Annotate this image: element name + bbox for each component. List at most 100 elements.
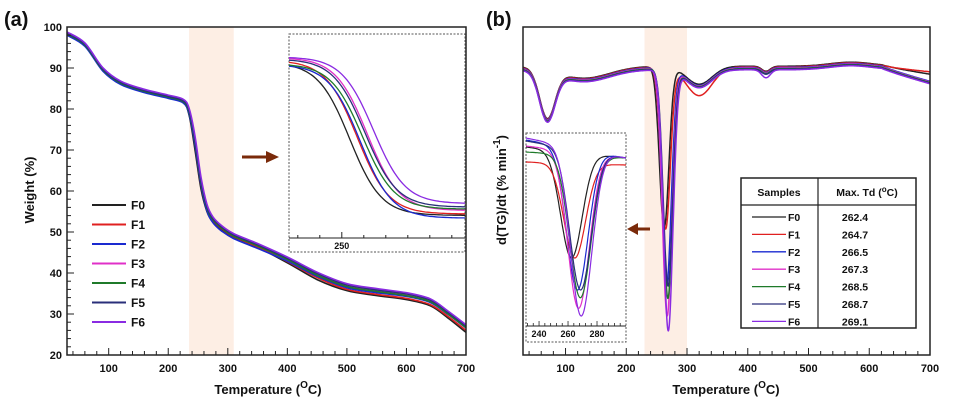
- inset-line-f5: [288, 59, 466, 208]
- legend-item-f1: F1: [92, 218, 145, 232]
- inset-line-f2: [288, 65, 465, 219]
- dtg-line-f6: [522, 65, 931, 332]
- legend-item-f3: F3: [92, 257, 145, 271]
- inset-line-f0: [288, 64, 466, 216]
- inset-lines-b: [525, 137, 627, 317]
- inset-dtg-line-f1: [526, 161, 626, 259]
- inset-frame-b: [525, 132, 627, 343]
- y-tick-label: 70: [50, 145, 62, 157]
- axis-ticks-b: 100 200 300 400 500 600 700: [528, 348, 939, 375]
- x-axis-title-b: Temperature (OC): [672, 380, 779, 397]
- plot-frame-a: [66, 26, 467, 356]
- inset-dtg-line-f6: [525, 137, 627, 317]
- table-rows: F0 262.4 F1 264.7 F2 266.5 F3 267.3 F4 268.5 F5 268…: [752, 212, 868, 328]
- inset-line-f4: [288, 64, 465, 210]
- series-lines-b: [522, 61, 931, 332]
- legend-label: F3: [131, 257, 145, 271]
- table-cell-sample: F5: [788, 299, 800, 311]
- legend-item-f5: F5: [92, 296, 145, 310]
- series-line-f6: [66, 31, 467, 326]
- table-cell-sample: F2: [788, 247, 800, 259]
- inset-frame-a: [288, 33, 466, 253]
- inset-x-tick-label: 240: [532, 329, 547, 339]
- table-header-samples: Samples: [757, 187, 800, 199]
- x-axis-title-a: Temperature (OC): [214, 380, 321, 397]
- y-tick-label: 30: [50, 309, 62, 321]
- table-cell-max-td: 262.4: [842, 212, 868, 224]
- inset-x-tick-label: 260: [561, 329, 576, 339]
- x-tick-label: 300: [219, 363, 237, 375]
- series-lines-a: [66, 31, 467, 334]
- arrow-icon: [627, 223, 650, 235]
- y-tick-label: 20: [50, 350, 62, 362]
- panel-a-label: (a): [4, 9, 28, 31]
- inset-ticks-b: 240 260 280: [527, 321, 621, 339]
- x-tick-label: 700: [457, 363, 475, 375]
- table-cell-max-td: 269.1: [842, 316, 868, 328]
- table-row: F4 268.5: [752, 282, 868, 294]
- x-tick-label: 300: [678, 363, 696, 375]
- legend-label: F1: [131, 218, 145, 232]
- legend-label: F6: [131, 316, 145, 330]
- panel-a: (a) 100 200 300 400 500 600 700 20 30 40 50 60 70 80 9…: [4, 9, 475, 397]
- legend-a: F0 F1 F2 F3 F4 F5 F6: [92, 199, 145, 330]
- y-tick-label: 90: [50, 63, 62, 75]
- y-tick-label: 80: [50, 104, 62, 116]
- x-tick-label: 100: [100, 363, 118, 375]
- x-tick-label: 400: [278, 363, 296, 375]
- legend-label: F5: [131, 296, 145, 310]
- arrow-icon: [242, 151, 279, 163]
- y-axis-title-b: d(TG)/dt (% min-1): [492, 135, 509, 245]
- x-tick-label: 600: [860, 363, 878, 375]
- table-cell-sample: F6: [788, 316, 800, 328]
- table-frame: [740, 177, 917, 329]
- table-cell-max-td: 268.7: [842, 299, 868, 311]
- inset-b: 240 260 280: [525, 132, 627, 343]
- table-row: F0 262.4: [752, 212, 868, 224]
- panel-b-label: (b): [486, 9, 512, 31]
- max-td-table: Samples Max. Td (oC) F0 262.4 F1 264.7 F2 266…: [740, 177, 917, 329]
- table-row: F2 266.5: [752, 247, 868, 259]
- table-row: F5 268.7: [752, 299, 868, 311]
- table-cell-max-td: 266.5: [842, 247, 868, 259]
- legend-label: F2: [131, 238, 145, 252]
- inset-a: 250: [288, 33, 466, 253]
- table-cell-sample: F0: [788, 212, 800, 224]
- table-header-max-td: Max. Td (oC): [836, 185, 898, 199]
- table-cell-sample: F3: [788, 264, 800, 276]
- table-cell-max-td: 267.3: [842, 264, 868, 276]
- x-tick-label: 700: [921, 363, 939, 375]
- x-tick-label: 600: [397, 363, 415, 375]
- legend-label: F4: [131, 277, 145, 291]
- y-tick-label: 60: [50, 186, 62, 198]
- inset-ticks-a: 250: [297, 232, 453, 251]
- x-tick-label: 100: [556, 363, 574, 375]
- legend-item-f4: F4: [92, 277, 145, 291]
- legend-item-f0: F0: [92, 199, 145, 213]
- y-tick-label: 50: [50, 227, 62, 239]
- table-row: F1 264.7: [752, 229, 868, 241]
- inset-line-f3: [288, 57, 466, 211]
- y-tick-label: 100: [44, 22, 62, 34]
- panel-b: (b) 100 200 300 400 500 600 700 d(TG)/dt (% mi…: [486, 9, 939, 397]
- series-line-f5: [66, 32, 467, 327]
- inset-dtg-line-f5: [525, 140, 627, 291]
- highlight-band-a: [189, 27, 234, 355]
- x-tick-label: 500: [799, 363, 817, 375]
- table-row: F6 269.1: [752, 316, 868, 328]
- inset-x-tick-label: 250: [334, 241, 349, 251]
- table-cell-sample: F1: [788, 229, 800, 241]
- legend-label: F0: [131, 199, 145, 213]
- legend-item-f6: F6: [92, 316, 145, 330]
- inset-x-tick-label: 280: [589, 329, 604, 339]
- x-tick-label: 500: [338, 363, 356, 375]
- y-tick-label: 40: [50, 268, 62, 280]
- table-cell-sample: F4: [788, 282, 800, 294]
- x-tick-label: 200: [159, 363, 177, 375]
- plot-frame-b: [522, 26, 931, 356]
- table-row: F3 267.3: [752, 264, 868, 276]
- x-tick-label: 200: [617, 363, 635, 375]
- table-cell-max-td: 264.7: [842, 229, 868, 241]
- y-axis-title-a: Weight (%): [22, 157, 37, 224]
